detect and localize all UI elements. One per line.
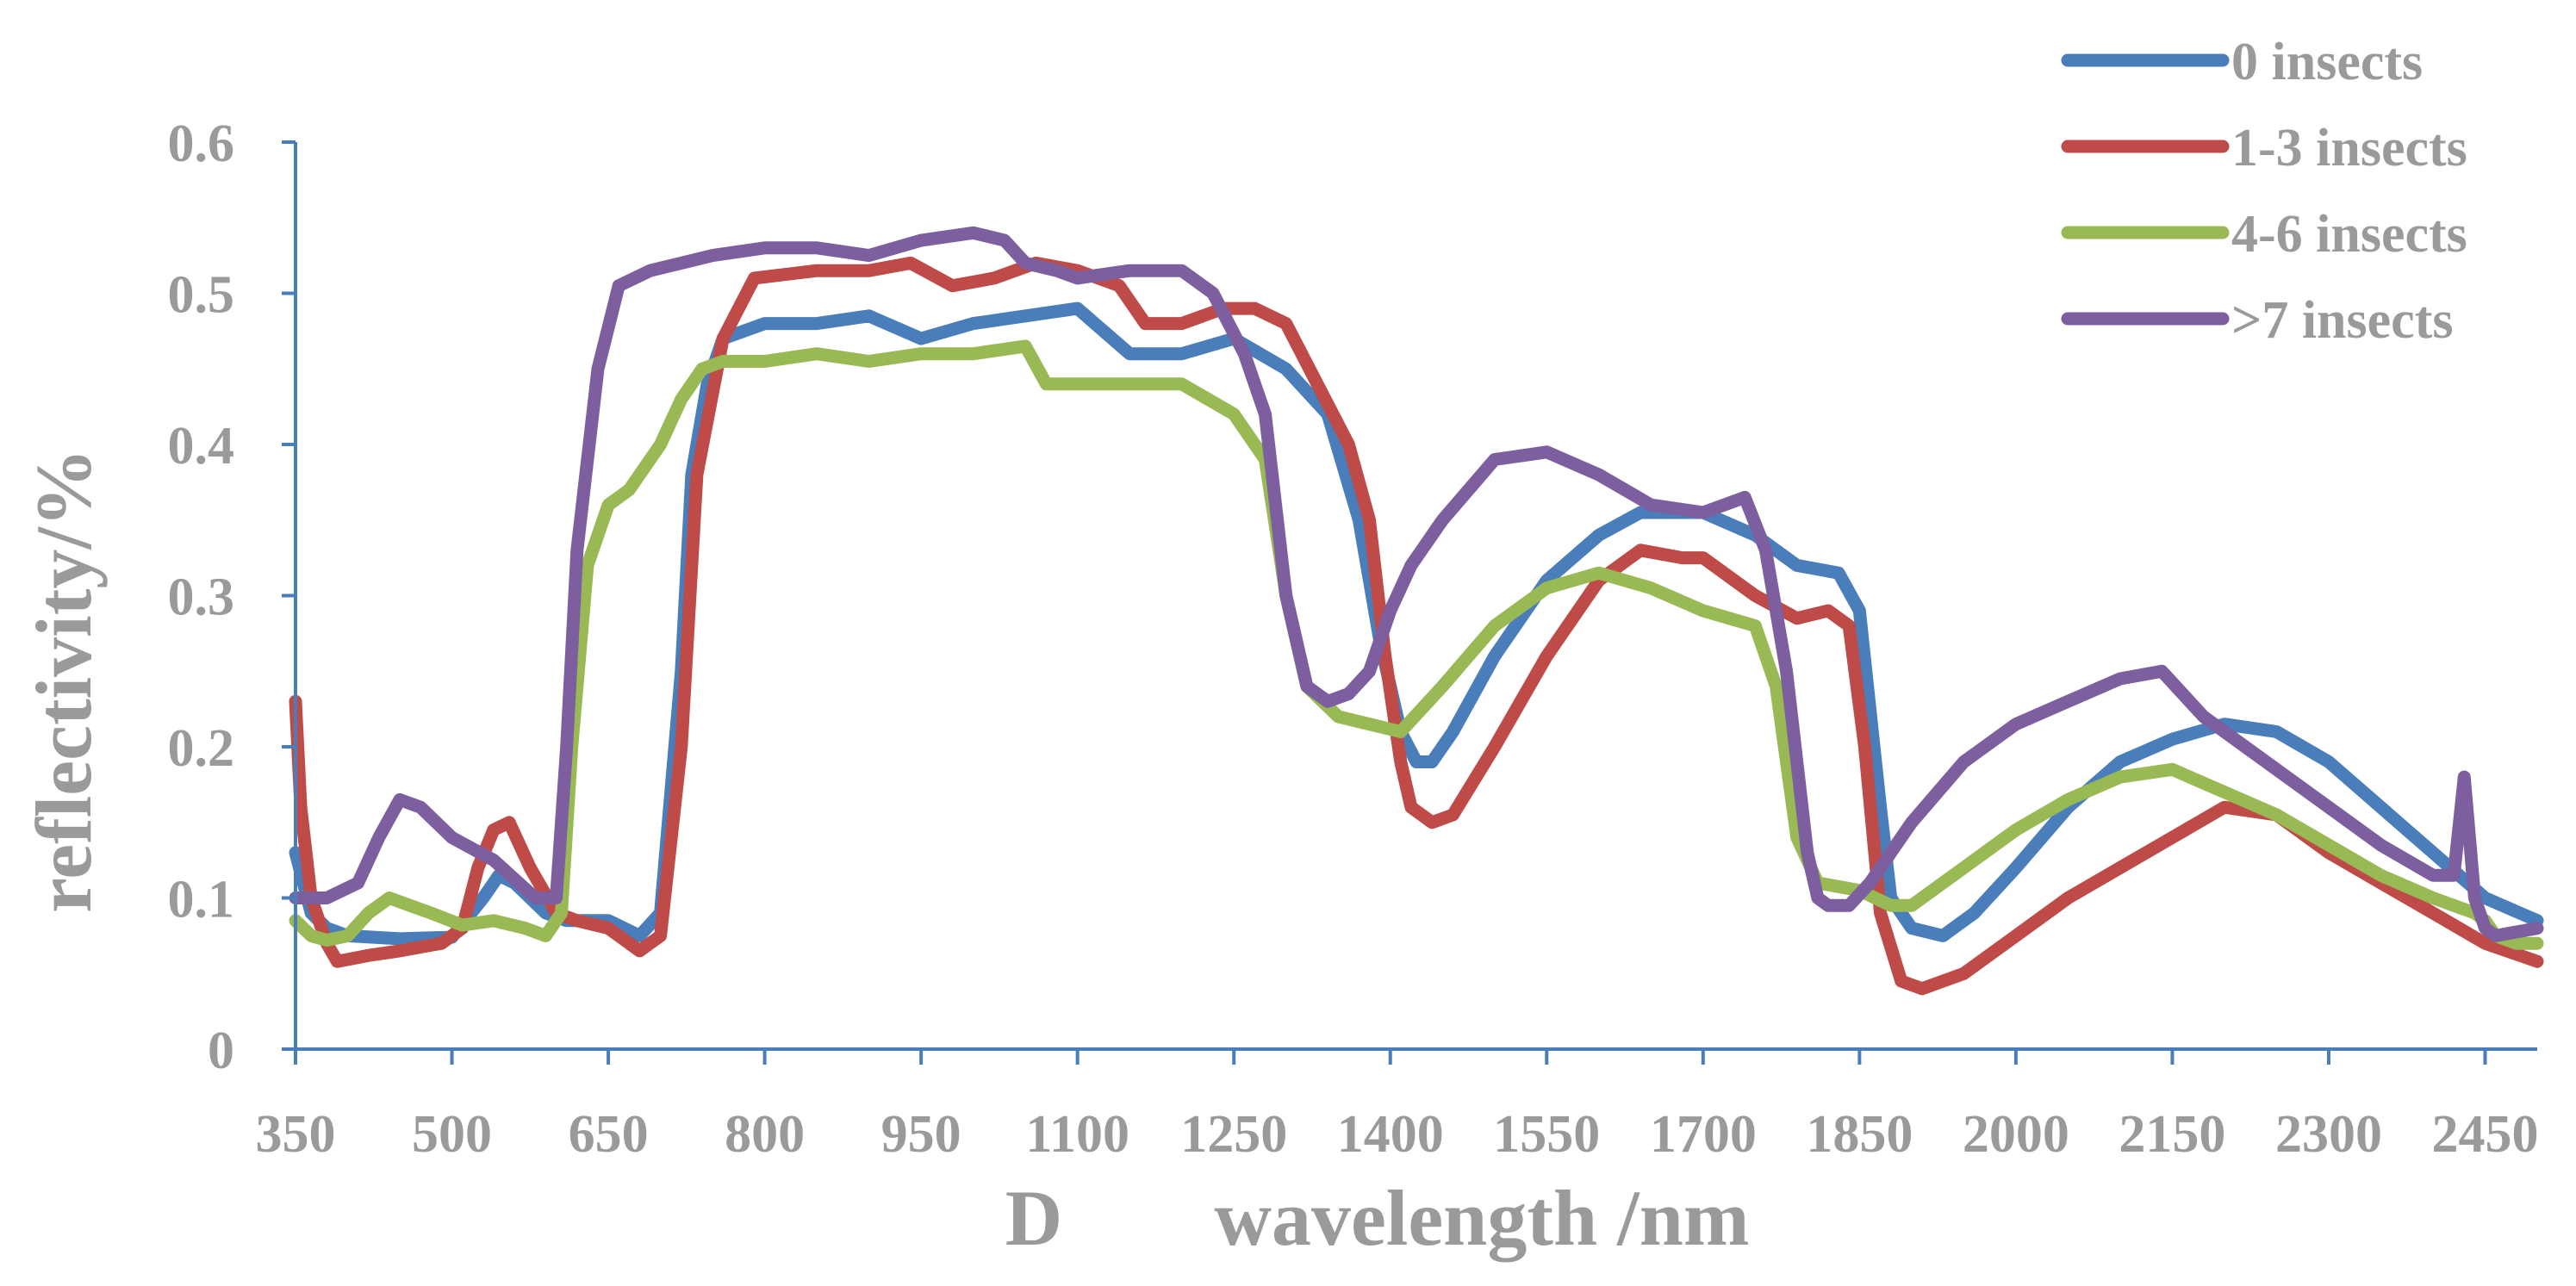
series-line-2 — [289, 256, 2544, 996]
series-line-3 — [289, 339, 2544, 950]
legend-label-1: 0 insects — [2231, 33, 2423, 91]
legend: 0 insects 1-3 insects 4-6 insects >7 insect… — [2061, 33, 2467, 350]
x-tick-label: 1250 — [1180, 1105, 1287, 1164]
x-tick-label: 1700 — [1650, 1105, 1757, 1164]
x-tick-label: 500 — [412, 1105, 492, 1164]
y-tick-label: 0.2 — [168, 719, 235, 778]
series-line-1 — [289, 301, 2544, 946]
x-tick-label: 650 — [569, 1105, 649, 1164]
x-tick-label: 1850 — [1806, 1105, 1913, 1164]
x-tick-label: 2150 — [2119, 1105, 2225, 1164]
y-axis-title: reflectivity/% — [20, 448, 108, 913]
x-tick-label: 350 — [256, 1105, 336, 1164]
legend-label-2: 1-3 insects — [2231, 119, 2467, 177]
tick-labels: 0 0.1 0.2 0.3 0.4 0.5 0.6 350 500 650 800 950 1100 12… — [168, 115, 2539, 1164]
x-tick-label: 1400 — [1337, 1105, 1444, 1164]
y-tick-label: 0 — [208, 1022, 234, 1080]
y-tick-label: 0.1 — [168, 871, 235, 929]
x-tick-label: 2300 — [2275, 1105, 2382, 1164]
y-tick-label: 0.5 — [168, 266, 235, 325]
series-line-4 — [289, 226, 2544, 942]
x-tick-label: 2000 — [1963, 1105, 2069, 1164]
x-tick-label: 2450 — [2431, 1105, 2538, 1164]
x-tick-label: 800 — [725, 1105, 805, 1164]
x-axis-title: wavelength /nm — [1215, 1174, 1750, 1262]
x-tick-label: 1550 — [1493, 1105, 1600, 1164]
x-tick-label: 1100 — [1025, 1105, 1129, 1164]
axes-layer — [282, 140, 2537, 1065]
x-tick-label: 950 — [881, 1105, 961, 1164]
y-tick-label: 0.3 — [168, 568, 235, 627]
y-tick-label: 0.6 — [168, 115, 235, 173]
series-layer — [289, 226, 2544, 996]
panel-letter: D — [1005, 1174, 1062, 1262]
legend-label-3: 4-6 insects — [2231, 205, 2467, 264]
legend-label-4: >7 insects — [2231, 291, 2453, 350]
y-tick-label: 0.4 — [168, 417, 235, 475]
